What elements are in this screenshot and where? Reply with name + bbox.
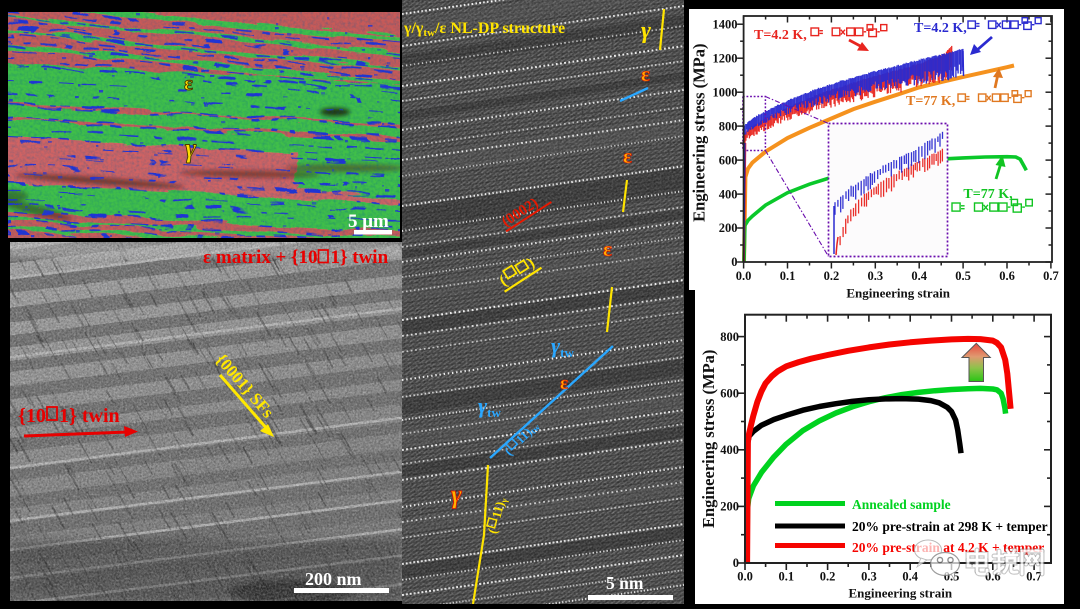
- svg-text:400: 400: [719, 187, 738, 201]
- svg-text:0.4: 0.4: [902, 570, 918, 584]
- svg-text:Engineering stress (MPa): Engineering stress (MPa): [690, 43, 709, 221]
- svg-text:0.5: 0.5: [955, 269, 971, 283]
- svg-text:γ: γ: [185, 133, 197, 163]
- svg-text:0.6: 0.6: [999, 269, 1015, 283]
- svg-text:1400: 1400: [713, 17, 738, 31]
- svg-text:ε: ε: [603, 237, 612, 261]
- svg-text:20% pre-strain at 298 K + temp: 20% pre-strain at 298 K + temper: [852, 519, 1048, 534]
- svg-text:γ: γ: [451, 480, 462, 509]
- svg-text:{10: {10: [18, 405, 46, 427]
- svg-text:1000: 1000: [713, 85, 738, 99]
- svg-text:0.0: 0.0: [736, 269, 752, 283]
- svg-text:600: 600: [720, 386, 739, 400]
- svg-text:0.2: 0.2: [820, 570, 836, 584]
- svg-text:ε: ε: [623, 144, 632, 168]
- svg-text:γ/γtw/ε NL-DP structure: γ/γtw/ε NL-DP structure: [403, 20, 565, 39]
- svg-text:400: 400: [720, 443, 739, 457]
- svg-text:ε: ε: [560, 373, 568, 394]
- svg-text:200: 200: [720, 500, 739, 514]
- svg-text:Annealed sample: Annealed sample: [852, 497, 951, 512]
- svg-text:Engineering strain: Engineering strain: [846, 286, 950, 301]
- svg-text:T=4.2 K,: T=4.2 K,: [754, 28, 807, 43]
- svg-text:800: 800: [720, 330, 739, 344]
- svg-text:(: (: [484, 527, 500, 535]
- svg-text:0.3: 0.3: [861, 570, 877, 584]
- svg-text:T=77 K,: T=77 K,: [906, 94, 955, 109]
- svg-text:1} twin: 1} twin: [331, 247, 389, 268]
- svg-text:0: 0: [733, 556, 739, 570]
- svg-text:Engineering strain: Engineering strain: [848, 586, 952, 601]
- svg-text:20% pre-strain at 4.2 K + temp: 20% pre-strain at 4.2 K + temper: [852, 540, 1044, 555]
- svg-text:γ: γ: [641, 18, 651, 44]
- svg-text:200 nm: 200 nm: [305, 569, 362, 589]
- svg-text:0.2: 0.2: [824, 269, 840, 283]
- svg-text:0.1: 0.1: [778, 570, 794, 584]
- svg-text:1} twin: 1} twin: [59, 405, 120, 427]
- svg-text:0: 0: [731, 255, 737, 269]
- svg-text:ε: ε: [641, 62, 650, 86]
- svg-text:5 nm: 5 nm: [606, 573, 644, 593]
- svg-text:T=77 K,: T=77 K,: [963, 187, 1012, 202]
- svg-text:1200: 1200: [713, 51, 738, 65]
- svg-text:600: 600: [719, 153, 738, 167]
- svg-text:0.3: 0.3: [867, 269, 883, 283]
- svg-text:0.7: 0.7: [1043, 269, 1059, 283]
- svg-text:Engineering stress (MPa): Engineering stress (MPa): [699, 350, 718, 528]
- svg-text:T=4.2 K,: T=4.2 K,: [914, 21, 967, 36]
- svg-text:5 μm: 5 μm: [348, 211, 389, 232]
- svg-text:0.0: 0.0: [737, 570, 753, 584]
- svg-text:ε: ε: [184, 71, 193, 95]
- svg-text:11)γ: 11)γ: [488, 495, 509, 520]
- svg-text:0.7: 0.7: [1026, 570, 1042, 584]
- svg-text:ε matrix + {10: ε matrix + {10: [203, 247, 318, 268]
- svg-text:0.1: 0.1: [780, 269, 796, 283]
- svg-text:0.4: 0.4: [911, 269, 927, 283]
- svg-text:800: 800: [719, 119, 738, 133]
- svg-text:200: 200: [719, 221, 738, 235]
